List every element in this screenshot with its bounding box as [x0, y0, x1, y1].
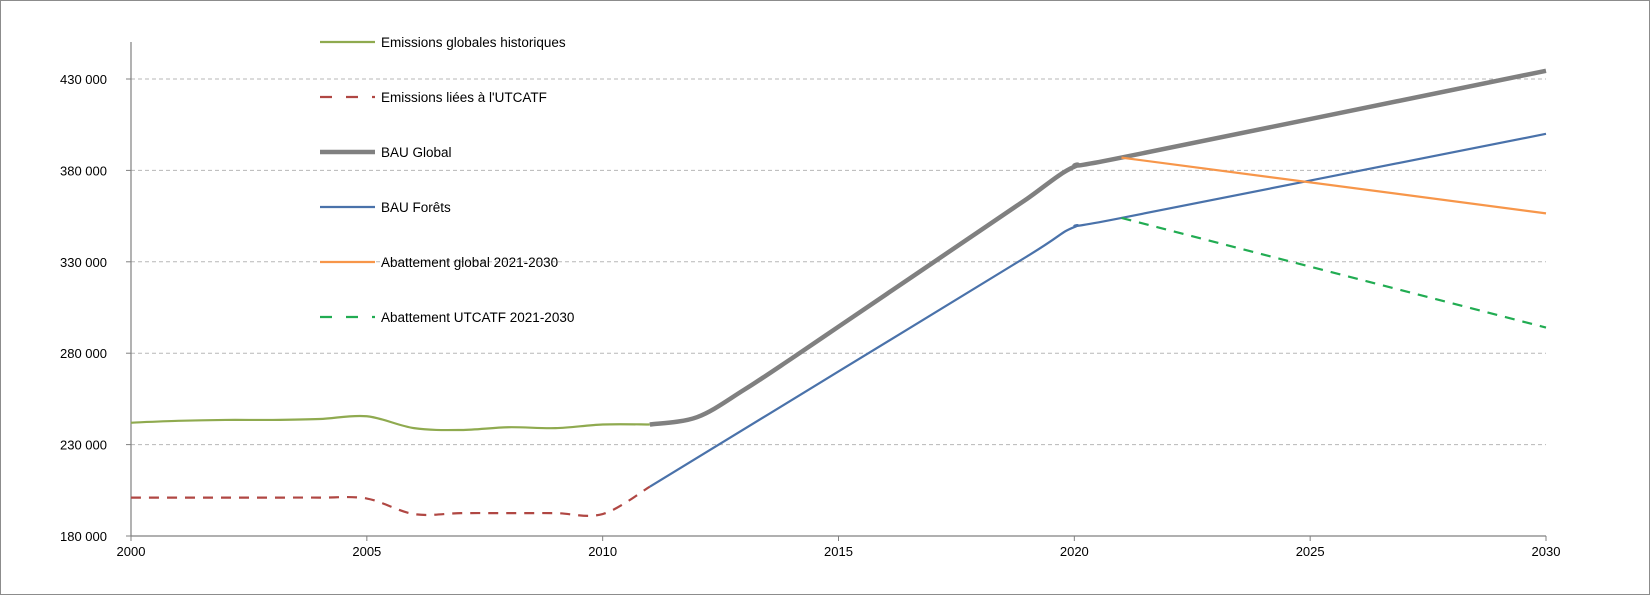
legend: Emissions globales historiques Emissions …	[320, 35, 574, 325]
series-line-emissions-globales-historiques	[130, 414, 650, 432]
legend-label: BAU Global	[381, 145, 452, 160]
x-tick-label: 2020	[1060, 544, 1089, 559]
series-line-emissions-liees-a-l-utcatf	[131, 485, 651, 517]
series-line-bau-forets	[649, 132, 1547, 488]
legend-label: Emissions liées à l'UTCATF	[381, 90, 547, 105]
y-tick-label: 330 000	[60, 255, 107, 270]
x-tick-label: 2005	[352, 544, 381, 559]
legend-label: Abattement global 2021-2030	[381, 255, 558, 270]
x-axis-ticks: 2000 2005 2010 2015 2020 2025 2030	[117, 536, 1561, 559]
x-tick-label: 2010	[588, 544, 617, 559]
legend-label: BAU Forêts	[381, 200, 451, 215]
y-tick-label: 380 000	[60, 163, 107, 178]
series-line-bau-global	[649, 68, 1547, 427]
y-axis-ticks: 180 000 230 000 280 000 330 000 380 000 430 0…	[60, 72, 131, 544]
y-tick-label: 280 000	[60, 346, 107, 361]
y-tick-label: 430 000	[60, 72, 107, 87]
x-tick-label: 2030	[1532, 544, 1561, 559]
legend-label: Abattement UTCATF 2021-2030	[381, 310, 574, 325]
legend-label: Emissions globales historiques	[381, 35, 566, 50]
y-tick-label: 230 000	[60, 438, 107, 453]
series-lines	[130, 68, 1547, 517]
x-tick-label: 2000	[117, 544, 146, 559]
y-tick-label: 180 000	[60, 529, 107, 544]
x-tick-label: 2015	[824, 544, 853, 559]
series-line-abattement-global-2021-2030	[1121, 156, 1547, 215]
series-line-abattement-utcatf-2021-2030	[1121, 216, 1547, 329]
gridlines	[131, 78, 1546, 446]
x-tick-label: 2025	[1296, 544, 1325, 559]
